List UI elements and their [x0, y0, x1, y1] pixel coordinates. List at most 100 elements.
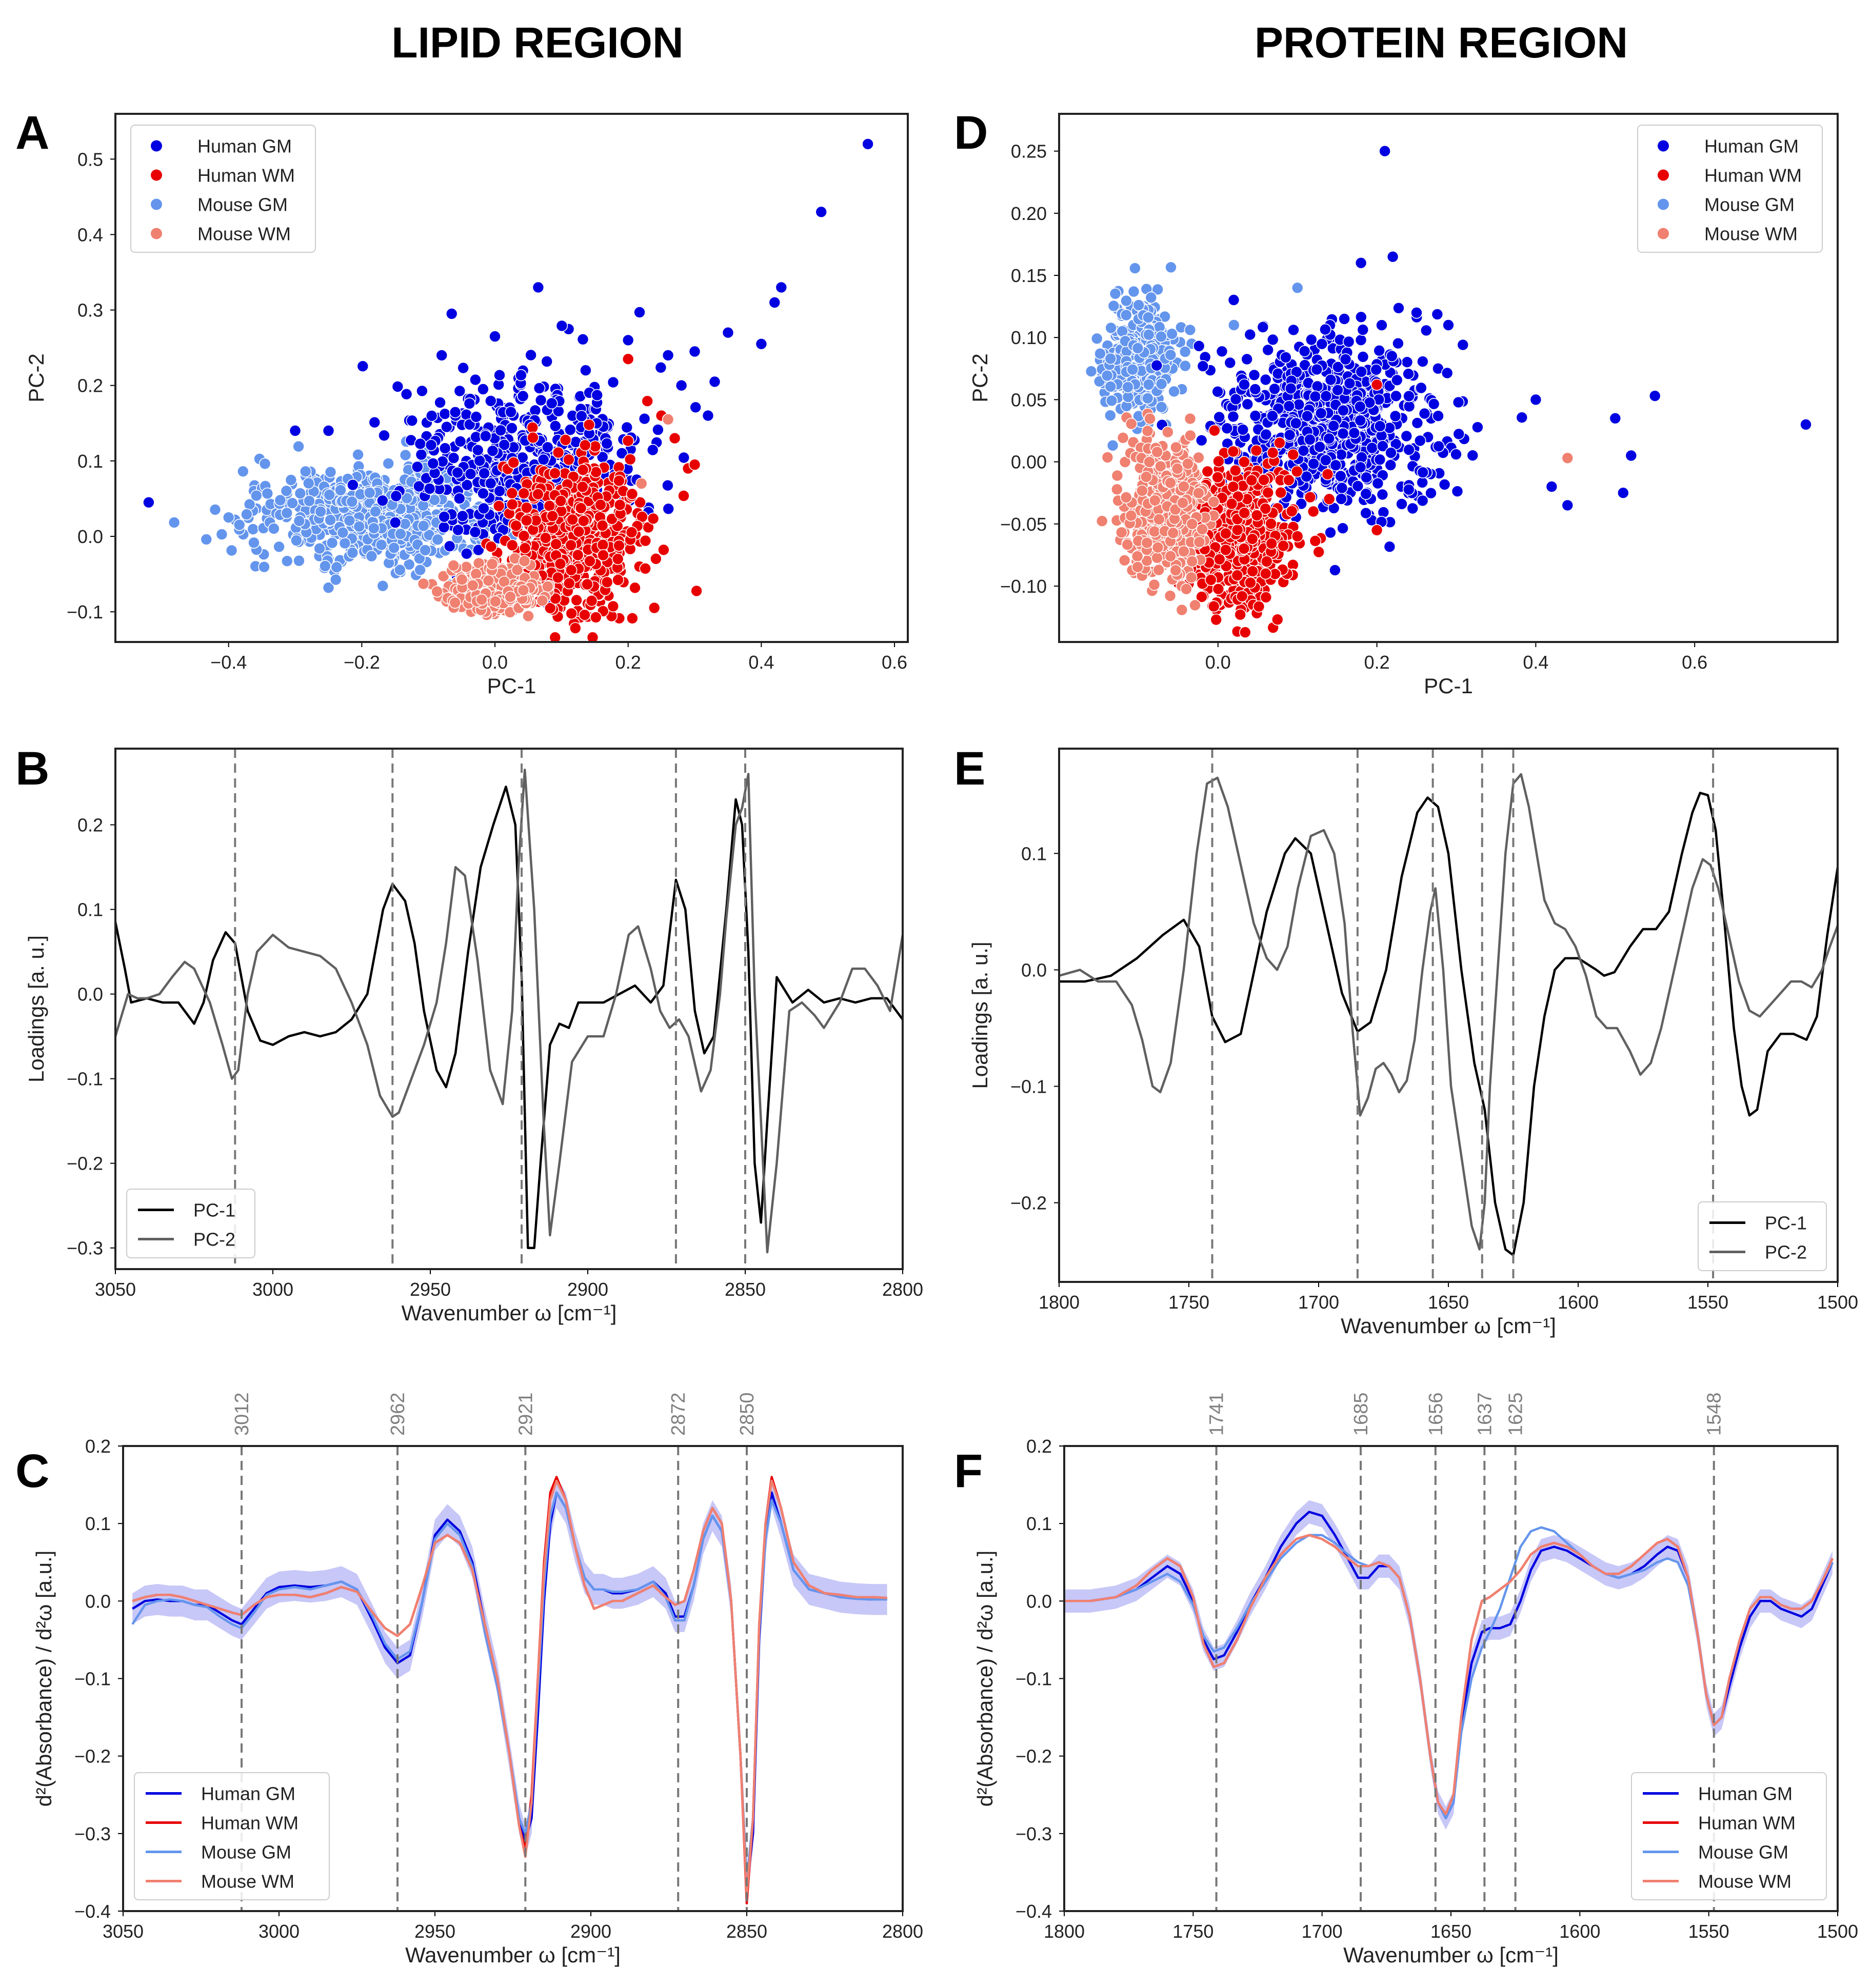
scatter-point [1336, 481, 1348, 494]
scatter-point [1301, 410, 1313, 423]
scatter-point [768, 296, 781, 309]
scatter-point [1374, 420, 1386, 432]
scatter-point [1208, 424, 1221, 437]
scatter-point [1268, 383, 1281, 395]
scatter-point [347, 478, 359, 491]
scatter-point [143, 496, 155, 509]
column-title-lipid: LIPID REGION [391, 18, 683, 67]
scatter-point [1101, 369, 1113, 382]
scatter-point [1192, 339, 1205, 352]
plot-frame [114, 113, 909, 643]
panel-letter-d: D [954, 107, 988, 159]
scatter-point [1236, 590, 1248, 603]
band-label: 1548 [1704, 1392, 1725, 1436]
scatter-point [1216, 345, 1228, 358]
scatter-point [346, 495, 359, 508]
scatter-point [1392, 337, 1404, 350]
legend: PC-1 PC-2 [126, 1189, 255, 1258]
scatter-point [1304, 491, 1317, 504]
legend: Human GM Human WM Mouse GM Mouse WM [130, 125, 316, 253]
scatter-point [550, 538, 562, 550]
scatter-point [662, 479, 674, 492]
scatter-point [414, 437, 427, 450]
scatter-point [621, 421, 633, 434]
scatter-point [1337, 427, 1349, 440]
scatter-point [678, 490, 690, 502]
scatter-point [1420, 324, 1432, 337]
scatter-point [1221, 422, 1233, 435]
scatter-point [565, 539, 577, 552]
legend-label: PC-1 [1765, 1213, 1807, 1234]
band-label: 1685 [1350, 1392, 1372, 1436]
scatter-point [437, 570, 450, 583]
scatter-point [406, 414, 419, 427]
scatter-point [554, 557, 567, 570]
scatter-point [1376, 319, 1388, 332]
series-group [115, 769, 903, 1254]
scatter-point [678, 451, 690, 464]
scatter-point [1171, 463, 1184, 475]
scatter-point [472, 544, 485, 556]
scatter-point [376, 579, 389, 592]
scatter-point [1105, 394, 1118, 407]
scatter-point [1122, 381, 1134, 393]
scatter-point [1179, 359, 1191, 372]
scatter-point [543, 499, 556, 512]
scatter-point [549, 467, 561, 479]
scatter-point [1119, 456, 1131, 468]
scatter-point [1168, 385, 1180, 398]
legend-label: PC-2 [193, 1229, 235, 1250]
y-tick-label: −0.2 [74, 1746, 111, 1767]
scatter-point [1231, 524, 1244, 536]
scatter-point [507, 456, 520, 469]
x-tick-label: −0.4 [210, 652, 247, 673]
scatter-point [1414, 434, 1426, 447]
scatter-point [1370, 524, 1383, 536]
scatter-point [1195, 434, 1208, 447]
scatter-point [1228, 319, 1240, 331]
scatter-point [1212, 583, 1225, 595]
confidence-band [132, 1477, 887, 1903]
scatter-point [527, 431, 539, 444]
y-tick-label: −0.1 [74, 1669, 111, 1690]
scatter-point [1141, 425, 1154, 437]
scatter-point [1287, 324, 1300, 336]
scatter-point [1229, 393, 1242, 406]
scatter-point [1356, 451, 1368, 464]
scatter-point [1259, 503, 1272, 515]
scatter-point [591, 389, 603, 401]
band-label: 3012 [231, 1392, 253, 1436]
scatter-point [506, 422, 518, 434]
legend-label: Mouse GM [201, 1842, 291, 1863]
scatter-point [1238, 507, 1250, 519]
scatter-point [1275, 486, 1287, 499]
scatter-point [299, 465, 312, 478]
scatter-point [1648, 390, 1661, 402]
scatter-point [1151, 541, 1164, 554]
scatter-point [493, 485, 506, 497]
scatter-point [1416, 476, 1428, 489]
scatter-point [1450, 448, 1462, 460]
scatter-point [241, 508, 253, 521]
scatter-point [489, 330, 501, 343]
x-tick-label: 0.6 [1682, 652, 1707, 673]
scatter-point [247, 523, 260, 535]
scatter-point [1357, 324, 1369, 336]
scatter-point [1141, 536, 1153, 549]
scatter-point [1104, 409, 1117, 422]
scatter-point [425, 439, 437, 451]
scatter-point [1355, 311, 1367, 324]
scatter-point [1249, 383, 1262, 395]
scatter-point [1186, 555, 1199, 568]
scatter-point [1109, 287, 1122, 300]
legend-label: Human GM [1704, 136, 1799, 157]
scatter-point [376, 494, 389, 507]
scatter-point [648, 601, 661, 614]
y-tick-label: 0.5 [77, 149, 103, 170]
scatter-point [322, 581, 335, 594]
scatter-point [589, 440, 602, 453]
y-tick-label: 0.05 [1011, 389, 1047, 410]
scatter-point [1457, 338, 1469, 351]
y-tick-label: −0.3 [1016, 1823, 1052, 1844]
scatter-point [1287, 448, 1299, 461]
